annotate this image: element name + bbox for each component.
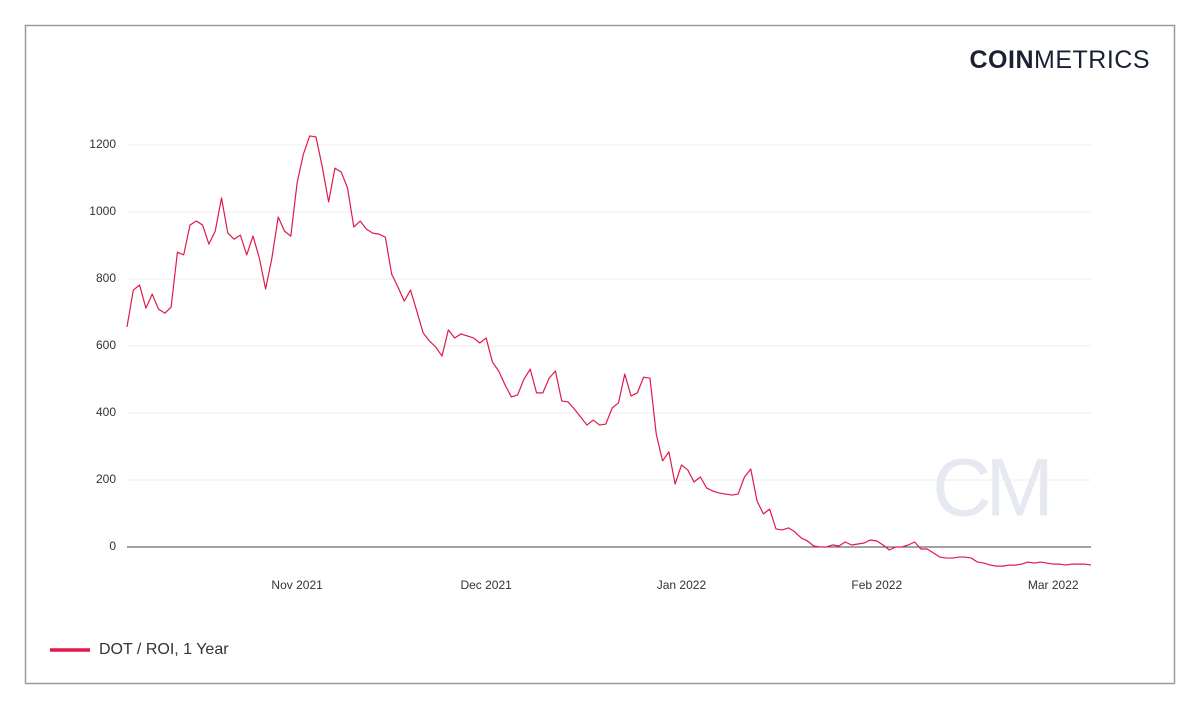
y-tick-label: 600	[96, 338, 116, 352]
watermark: CM	[932, 443, 1048, 534]
x-tick-label: Jan 2022	[657, 578, 707, 592]
legend-label: DOT / ROI, 1 Year	[99, 641, 229, 658]
y-tick-label: 200	[96, 472, 116, 486]
y-tick-label: 400	[96, 405, 116, 419]
frame	[24, 24, 1176, 685]
logo-light: METRICS	[1034, 46, 1150, 74]
plot-area: 0 200 400 600 800 1000 1200 Nov 2021 Dec 2021 Jan…	[89, 135, 1092, 592]
x-tick-label: Nov 2021	[271, 578, 323, 592]
y-tick-label: 1000	[89, 204, 116, 218]
y-tick-label: 800	[96, 271, 116, 285]
y-tick-label: 1200	[89, 137, 116, 151]
logo: COINMETRICS	[970, 46, 1151, 74]
x-tick-label: Mar 2022	[1028, 578, 1079, 592]
x-tick-label: Dec 2021	[460, 578, 512, 592]
logo-strong: COIN	[970, 46, 1035, 74]
y-tick-label: 0	[109, 539, 116, 553]
x-tick-label: Feb 2022	[851, 578, 902, 592]
data-line	[126, 135, 1092, 567]
